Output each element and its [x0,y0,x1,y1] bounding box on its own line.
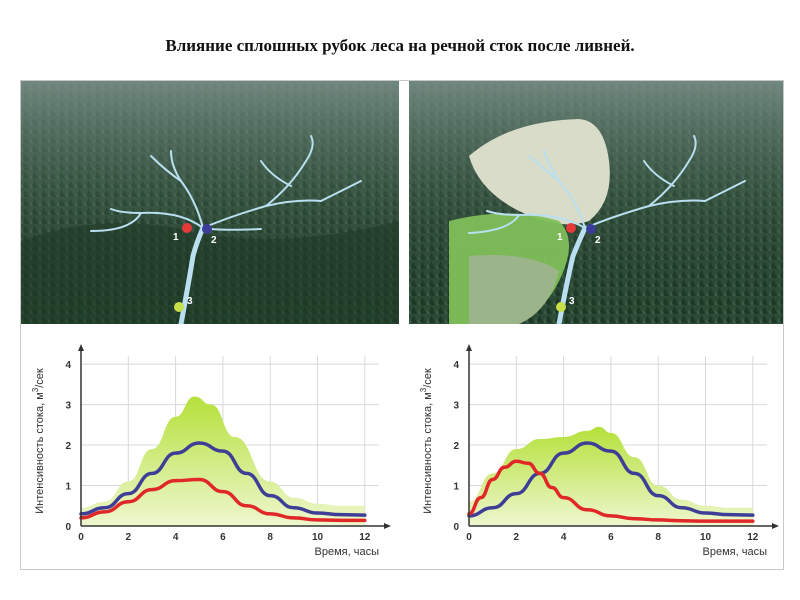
marker-2-label-right: 2 [595,235,601,246]
marker-3-dot-right [556,302,566,312]
y-tick-label: 3 [65,401,71,412]
y-axis-label: Интенсивность стока, м3/сек [419,368,434,514]
y-axis-label-sup: 3 [419,387,428,392]
marker-1-label: 1 [173,232,179,243]
x-tick-label: 6 [608,532,614,543]
runoff-chart-intact: 0 2 4 6 8 10 12 0 1 2 3 4 Время, часы Интенсивность с… [21,336,397,569]
photo-divider [399,81,409,324]
forest-photo-intact: 1 2 3 [21,81,399,324]
x-tick-label: 4 [561,532,567,543]
series-line-red [467,459,755,523]
marker-2-dot [202,224,212,234]
x-tick-label: 12 [359,532,371,543]
y-tick-label: 0 [65,522,71,533]
y-tick-label: 4 [453,360,459,371]
marker-1-dot-right [566,223,576,233]
marker-1-dot [182,223,192,233]
runoff-chart-clearcut: 0 2 4 6 8 10 12 0 1 2 3 4 Время, часы Интенсивность с… [409,336,783,569]
y-axis-label: Интенсивность стока, м3/сек [31,368,46,514]
y-axis-label-sup: 3 [31,387,40,392]
marker-3-label: 3 [187,296,193,307]
x-tick-label: 8 [267,532,273,543]
y-tick-label: 0 [453,522,459,533]
series-line-blue [79,441,367,517]
y-axis-arrow [466,344,472,351]
y-tick-label: 1 [65,482,71,493]
y-axis-arrow [78,344,84,351]
x-axis-label: Время, часы [315,546,380,558]
x-tick-label: 0 [466,532,472,543]
y-tick-label: 4 [65,360,71,371]
x-tick-label: 2 [514,532,520,543]
series-area-band [469,426,753,526]
x-tick-label: 12 [747,532,759,543]
series-line-red [79,477,367,523]
y-axis-label-main: Интенсивность стока, м [34,392,46,513]
x-tick-label: 2 [126,532,132,543]
marker-1-label-right: 1 [557,232,563,243]
x-tick-label: 8 [655,532,661,543]
y-tick-label: 2 [453,441,459,452]
x-axis-label: Время, часы [703,546,768,558]
marker-3-dot [174,302,184,312]
marker-2-label: 2 [211,235,217,246]
y-tick-label: 1 [453,482,459,493]
forest-photo-clearcut: 1 2 3 [409,81,783,324]
y-axis-label-unit: /сек [422,368,434,388]
x-tick-label: 4 [173,532,179,543]
x-tick-label: 6 [220,532,226,543]
y-tick-label: 3 [453,401,459,412]
series-line-blue [467,441,755,518]
marker-2-dot-right [586,224,596,234]
river-network-right [468,135,746,324]
page-title: Влияние сплошных рубок леса на речной ст… [165,36,635,55]
river-network-left [90,135,362,324]
x-axis-arrow [384,523,391,529]
x-tick-label: 10 [700,532,712,543]
y-axis-label-main: Интенсивность стока, м [422,392,434,513]
x-axis-arrow [772,523,779,529]
y-tick-label: 2 [65,441,71,452]
x-tick-label: 10 [312,532,324,543]
series-area-band [81,396,365,526]
clearcut-area [469,119,610,225]
y-axis-label-unit: /сек [34,368,46,388]
figure-frame: 1 2 3 [20,80,784,570]
x-tick-label: 0 [78,532,84,543]
marker-3-label-right: 3 [569,296,575,307]
